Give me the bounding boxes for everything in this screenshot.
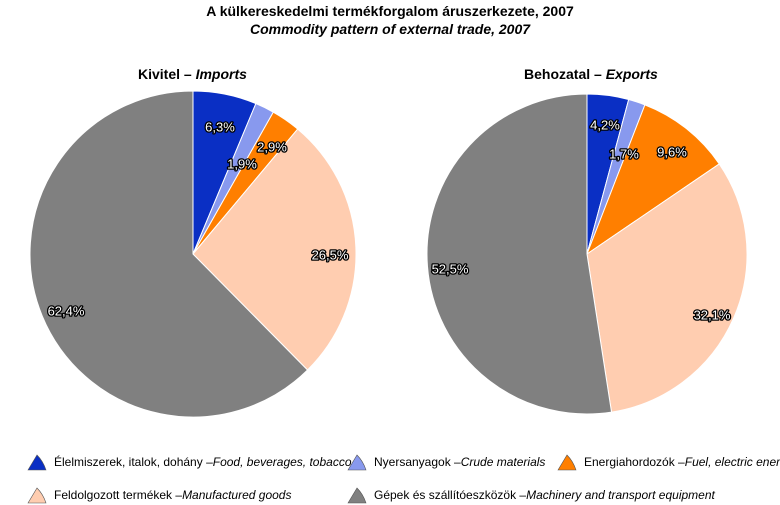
legend-item-food: Élelmiszerek, italok, dohány – Food, bev… (24, 452, 352, 472)
pie-0-label-fuel: 2,9% (257, 139, 287, 154)
legend-label-crude-en: Crude materials (460, 455, 546, 469)
legend-swatch-machinery (347, 487, 367, 504)
pie-1-label-manufactured: 32,1% (694, 307, 731, 322)
pie-0-slice-manufactured (192, 128, 357, 371)
pie-1-slice-machinery (426, 93, 613, 415)
right-pie-title-en: Exports (605, 66, 658, 82)
right-pie-title: Behozatal – Exports (524, 66, 658, 82)
chart-subtitle: Commodity pattern of external trade, 200… (249, 21, 531, 37)
legend-label-food-en: Food, beverages, tobacco (212, 455, 352, 469)
legend-label-fuel-en: Fuel, electric energy (684, 455, 780, 469)
legend-swatch-crude (347, 454, 367, 471)
legend-swatch-food (27, 454, 47, 471)
pie-1-label-crude: 1,7% (609, 146, 639, 161)
legend-item-machinery: Gépek és szállítóeszközök – Machinery an… (344, 485, 715, 505)
pie-1-slice-manufactured (586, 163, 748, 413)
pie-1-slice-fuel (585, 104, 720, 256)
legend-label-crude-hu: Nyersanyagok – (374, 455, 461, 469)
legend-item-fuel: Energiahordozók – Fuel, electric energy (554, 452, 780, 472)
pie-1-label-food: 4,2% (590, 117, 620, 132)
pie-0-label-machinery: 62,4% (48, 303, 85, 318)
legend-item-crude: Nyersanyagok – Crude materials (344, 452, 545, 472)
legend-label-machinery-hu: Gépek és szállítóeszközök – (374, 488, 527, 502)
pie-0-label-crude: 1,9% (227, 156, 257, 171)
legend-item-manufactured: Feldolgozott termékek – Manufactured goo… (24, 485, 291, 505)
pie-1-label-machinery: 52,5% (432, 261, 469, 276)
legend-swatch-fuel (557, 454, 577, 471)
left-pie-title-en: Imports (195, 66, 247, 82)
chart-title: A külkereskedelmi termékforgalom áruszer… (206, 3, 574, 19)
legend-label-fuel-hu: Energiahordozók – (584, 455, 685, 469)
left-pie-title: Kivitel – Imports (138, 66, 247, 82)
pie-0-label-food: 6,3% (205, 119, 235, 134)
right-pie-title-hu: Behozatal (524, 66, 591, 82)
pie-0-label-manufactured: 26,5% (312, 247, 349, 262)
left-pie-title-hu: Kivitel (138, 66, 181, 82)
pie-0-slice-machinery (29, 90, 309, 418)
legend-label-manufactured-en: Manufactured goods (182, 488, 292, 502)
legend-label-manufactured-hu: Feldolgozott termékek – (54, 488, 183, 502)
legend-swatch-manufactured (27, 487, 47, 504)
legend-label-food-hu: Élelmiszerek, italok, dohány – (54, 455, 213, 469)
pie-1-label-fuel: 9,6% (657, 144, 687, 159)
legend-label-machinery-en: Machinery and transport equipment (526, 488, 715, 502)
